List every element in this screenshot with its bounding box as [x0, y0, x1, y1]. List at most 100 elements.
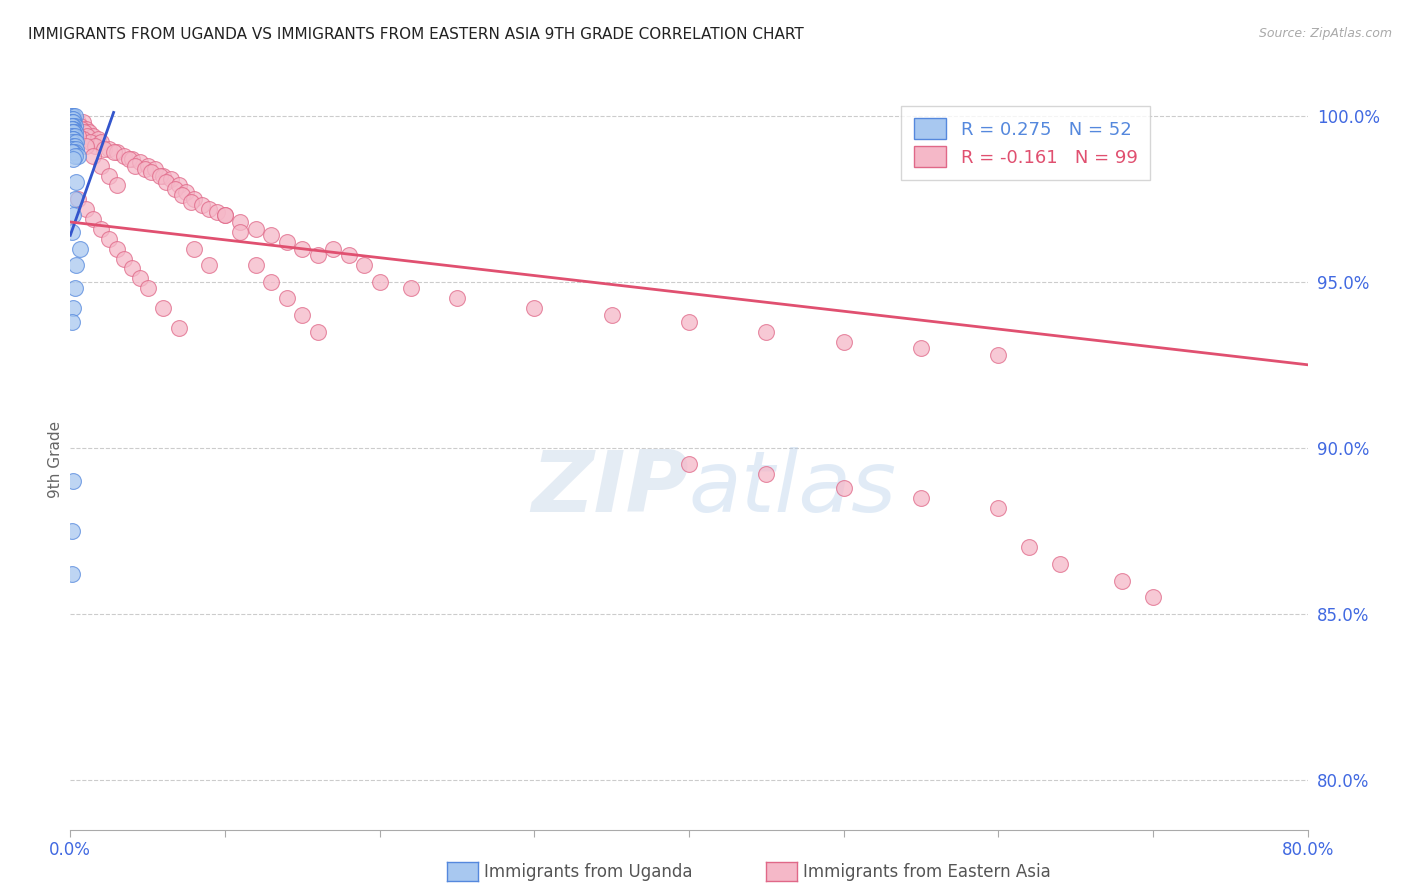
- Point: [60, 109, 83, 123]
- Point: [60, 315, 83, 329]
- Point: [322, 242, 344, 256]
- Point: [678, 458, 700, 472]
- Point: [105, 242, 128, 256]
- Point: [60, 125, 83, 139]
- Point: [90, 159, 112, 173]
- Point: [260, 228, 283, 243]
- Point: [167, 321, 190, 335]
- Point: [337, 248, 360, 262]
- Point: [62, 119, 84, 133]
- Point: [62, 208, 84, 222]
- Point: [67, 115, 90, 129]
- Point: [69, 119, 91, 133]
- Point: [755, 467, 778, 482]
- Point: [105, 178, 128, 193]
- Point: [260, 275, 283, 289]
- Point: [82, 128, 105, 143]
- Point: [167, 178, 190, 193]
- Point: [62, 112, 84, 126]
- Text: Immigrants from Eastern Asia: Immigrants from Eastern Asia: [803, 863, 1050, 881]
- Point: [63, 109, 86, 123]
- Point: [276, 235, 298, 249]
- Point: [121, 152, 143, 166]
- Point: [191, 198, 214, 212]
- Point: [62, 119, 84, 133]
- Point: [129, 271, 152, 285]
- Point: [65, 175, 87, 189]
- Point: [198, 258, 221, 272]
- Point: [62, 152, 84, 166]
- Point: [62, 138, 84, 153]
- Point: [63, 119, 86, 133]
- Point: [60, 122, 83, 136]
- Point: [65, 122, 87, 136]
- Point: [82, 211, 105, 226]
- Point: [245, 221, 267, 235]
- Point: [63, 138, 86, 153]
- Point: [63, 119, 86, 133]
- Point: [62, 115, 84, 129]
- Point: [145, 161, 166, 176]
- Point: [60, 524, 83, 538]
- Point: [399, 281, 422, 295]
- Point: [114, 148, 135, 162]
- Point: [63, 125, 86, 139]
- Point: [76, 128, 98, 143]
- Point: [62, 109, 84, 123]
- Point: [62, 132, 84, 146]
- Point: [60, 119, 83, 133]
- Point: [170, 188, 193, 202]
- Point: [62, 145, 84, 160]
- Point: [124, 159, 146, 173]
- Point: [60, 566, 83, 581]
- Point: [214, 208, 236, 222]
- Point: [1142, 590, 1164, 604]
- Point: [65, 142, 87, 156]
- Point: [149, 169, 172, 183]
- Point: [62, 122, 84, 136]
- Point: [291, 242, 314, 256]
- Point: [307, 325, 329, 339]
- Point: [60, 142, 83, 156]
- Point: [63, 148, 86, 162]
- Point: [67, 148, 90, 162]
- Point: [114, 252, 135, 266]
- Point: [207, 205, 229, 219]
- Point: [93, 142, 115, 156]
- Point: [62, 474, 84, 488]
- Point: [198, 202, 221, 216]
- Point: [62, 132, 84, 146]
- Point: [75, 138, 97, 153]
- Point: [79, 136, 101, 150]
- Point: [60, 128, 83, 143]
- Point: [134, 161, 156, 176]
- Point: [67, 128, 90, 143]
- Point: [60, 119, 83, 133]
- Point: [60, 109, 83, 123]
- Point: [368, 275, 391, 289]
- Point: [69, 242, 91, 256]
- Point: [62, 142, 84, 156]
- Point: [87, 132, 110, 146]
- Point: [90, 221, 112, 235]
- Point: [1049, 557, 1071, 571]
- Point: [229, 225, 252, 239]
- Y-axis label: 9th Grade: 9th Grade: [48, 421, 63, 498]
- Point: [70, 122, 93, 136]
- Point: [987, 348, 1010, 362]
- Point: [180, 195, 202, 210]
- Point: [165, 182, 187, 196]
- Point: [60, 115, 83, 129]
- Point: [136, 281, 159, 295]
- Point: [84, 138, 107, 153]
- Point: [183, 192, 205, 206]
- Point: [60, 132, 83, 146]
- Point: [353, 258, 375, 272]
- Point: [63, 192, 86, 206]
- Point: [174, 185, 197, 199]
- Point: [62, 125, 84, 139]
- Point: [98, 231, 120, 245]
- Point: [60, 136, 83, 150]
- Point: [600, 308, 623, 322]
- Point: [229, 215, 252, 229]
